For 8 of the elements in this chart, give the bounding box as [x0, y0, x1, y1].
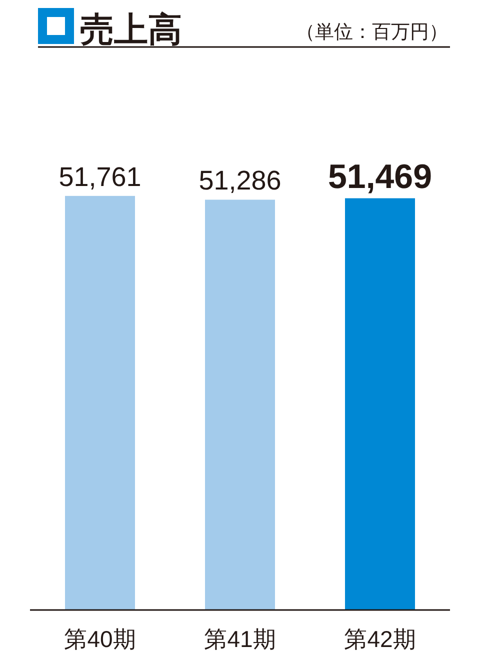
data-label: 51,286: [198, 166, 282, 196]
data-label: 51,469: [328, 158, 432, 196]
x-tick-label: 第41期: [204, 626, 276, 652]
chart-title: 売上高: [80, 11, 182, 49]
chart-subtitle: （単位：百万円）: [296, 22, 448, 43]
x-tick-label: 第42期: [344, 626, 416, 652]
data-label: 51,761: [58, 162, 142, 192]
x-tick-label: 第40期: [64, 626, 136, 652]
